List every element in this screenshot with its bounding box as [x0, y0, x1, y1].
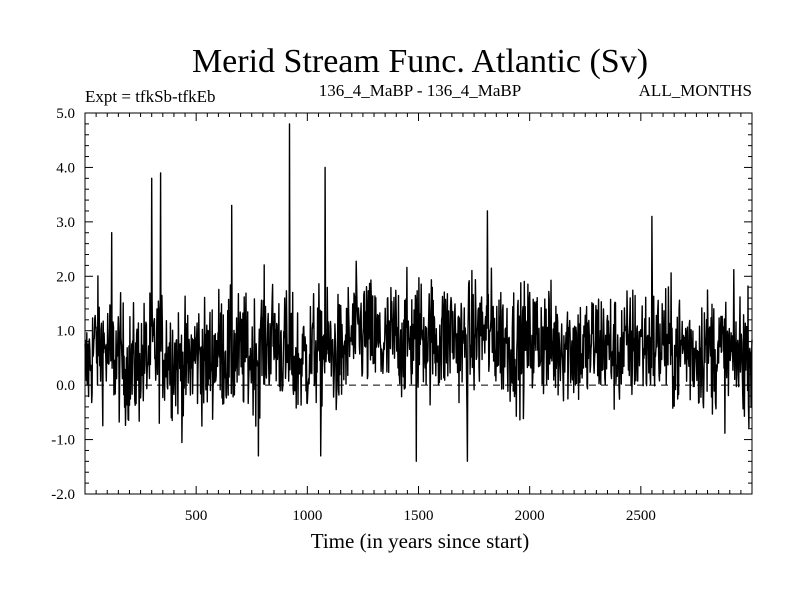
- chart-subtitle-left: Expt = tfkSb-tfkEb: [85, 87, 215, 106]
- x-axis-label: Time (in years since start): [311, 529, 530, 553]
- plot-area: -2.0 -1.0 0.0 1.0 2.0 3.0 4.0 5.0 500 1000 1500 200…: [51, 106, 753, 524]
- chart-subtitle-right: ALL_MONTHS: [639, 81, 752, 100]
- plot-frame: [84, 112, 753, 495]
- y-tick-label: 5.0: [56, 106, 75, 122]
- chart-subtitle-center: 136_4_MaBP - 136_4_MaBP: [319, 81, 521, 100]
- x-tick-label: 1000: [292, 508, 322, 524]
- chart-title: Merid Stream Func. Atlantic (Sv): [192, 43, 648, 80]
- y-tick-label: 3.0: [56, 215, 75, 231]
- y-tick-label: 2.0: [56, 269, 75, 285]
- series-line: [84, 123, 753, 462]
- y-tick-label: 0.0: [56, 378, 75, 394]
- y-tick-label: 1.0: [56, 324, 75, 340]
- x-tick-label: 500: [185, 508, 208, 524]
- x-tick-label: 2000: [515, 508, 545, 524]
- x-tick-label: 1500: [404, 508, 434, 524]
- x-tick-label: 2500: [626, 508, 656, 524]
- y-tick-label: 4.0: [56, 160, 75, 176]
- y-tick-label: -2.0: [51, 487, 75, 503]
- y-tick-label: -1.0: [51, 433, 75, 449]
